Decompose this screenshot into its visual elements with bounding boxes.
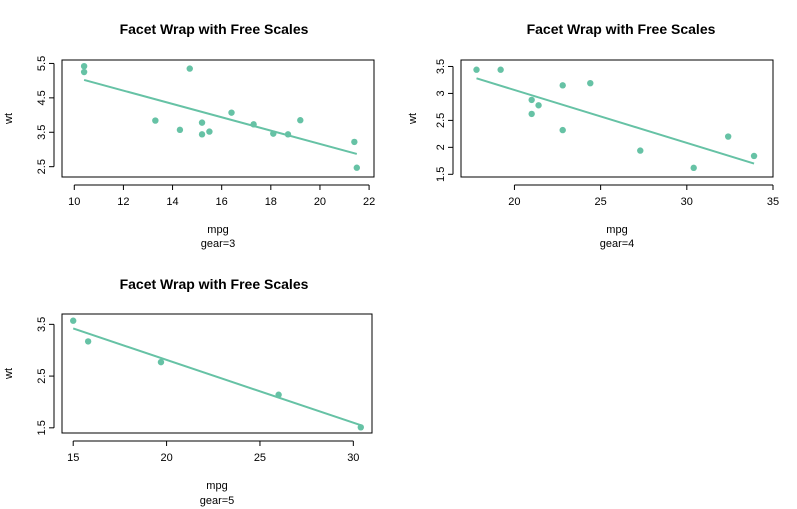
y-tick-label: 3 — [435, 90, 447, 96]
y-tick-label: 1.5 — [435, 167, 447, 182]
plot-frame — [460, 59, 774, 178]
data-point — [275, 391, 282, 398]
data-point — [80, 62, 88, 70]
facet-panel-2: Facet Wrap with Free Scales 20 25 30 35 1.5 2 2… — [407, 21, 779, 250]
x-tick-label: 35 — [767, 196, 779, 208]
y-axis-label: wt — [3, 368, 15, 380]
x-tick-label: 20 — [314, 196, 326, 208]
data-point — [157, 358, 165, 366]
data-point — [353, 164, 361, 171]
y-tick-label: 3.5 — [36, 125, 48, 140]
facet-sublabel: gear=5 — [200, 495, 235, 507]
x-tick-label: 20 — [508, 196, 520, 208]
data-point — [559, 82, 566, 89]
data-point — [587, 79, 594, 87]
x-tick-label: 18 — [265, 196, 277, 208]
x-axis-label: mpg — [606, 224, 627, 236]
facet-sublabel: gear=4 — [600, 238, 635, 250]
x-tick-label: 25 — [594, 196, 606, 208]
x-tick-label: 15 — [67, 452, 79, 464]
data-point — [497, 66, 504, 73]
data-point — [176, 126, 184, 134]
x-tick-label: 12 — [117, 196, 129, 208]
y-axis-label: wt — [407, 113, 419, 125]
data-point — [750, 152, 758, 160]
y-tick-label: 2.5 — [36, 159, 48, 174]
data-point — [228, 109, 235, 116]
data-point — [284, 131, 292, 138]
data-point — [152, 117, 159, 124]
x-tick-label: 14 — [166, 196, 178, 208]
data-point — [528, 96, 535, 104]
data-point — [80, 68, 88, 76]
facet-sublabel: gear=3 — [201, 238, 236, 250]
data-point — [84, 338, 92, 345]
x-axis-label: mpg — [207, 224, 228, 236]
x-tick-label: 20 — [160, 452, 172, 464]
y-tick-label: 5.5 — [36, 56, 48, 71]
y-tick-label: 2.5 — [435, 113, 447, 128]
data-point — [724, 133, 732, 140]
data-point — [357, 424, 364, 431]
data-point — [198, 119, 206, 126]
y-tick-label: 4.5 — [36, 90, 48, 105]
x-tick-label: 30 — [681, 196, 693, 208]
y-axis-label: wt — [3, 113, 15, 125]
data-point — [559, 126, 566, 134]
y-tick-label: 2 — [435, 144, 447, 150]
data-point — [70, 317, 77, 324]
data-point — [250, 121, 257, 128]
facet-panel-1: Facet Wrap with Free Scales 10 12 14 16 18 20 2… — [3, 21, 375, 250]
data-point — [206, 128, 213, 135]
x-tick-label: 30 — [347, 452, 359, 464]
data-point — [473, 66, 480, 73]
x-tick-label: 10 — [68, 196, 80, 208]
chart-title: Facet Wrap with Free Scales — [527, 21, 716, 37]
data-point — [351, 138, 358, 146]
data-point — [535, 102, 542, 109]
data-point — [186, 65, 193, 72]
data-point — [198, 131, 206, 138]
data-point — [297, 117, 304, 124]
regression-line — [476, 77, 755, 165]
regression-line — [83, 78, 358, 155]
plot-frame — [61, 313, 373, 434]
x-tick-label: 16 — [216, 196, 228, 208]
data-point — [528, 110, 535, 118]
y-tick-label: 2.5 — [36, 368, 48, 383]
plot-frame — [61, 59, 375, 178]
y-tick-label: 1.5 — [36, 420, 48, 435]
data-point — [270, 130, 277, 137]
regression-line — [72, 327, 362, 427]
x-axis-label: mpg — [206, 480, 227, 492]
data-point — [637, 147, 644, 154]
data-point — [690, 164, 697, 172]
y-tick-label: 3.5 — [435, 59, 447, 74]
chart-title: Facet Wrap with Free Scales — [120, 21, 309, 37]
y-tick-label: 3.5 — [36, 317, 48, 332]
x-tick-label: 22 — [363, 196, 375, 208]
facet-panel-3: Facet Wrap with Free Scales 15 20 25 30 1.5 2.… — [3, 276, 373, 507]
chart-title: Facet Wrap with Free Scales — [120, 276, 309, 292]
x-tick-label: 25 — [254, 452, 266, 464]
